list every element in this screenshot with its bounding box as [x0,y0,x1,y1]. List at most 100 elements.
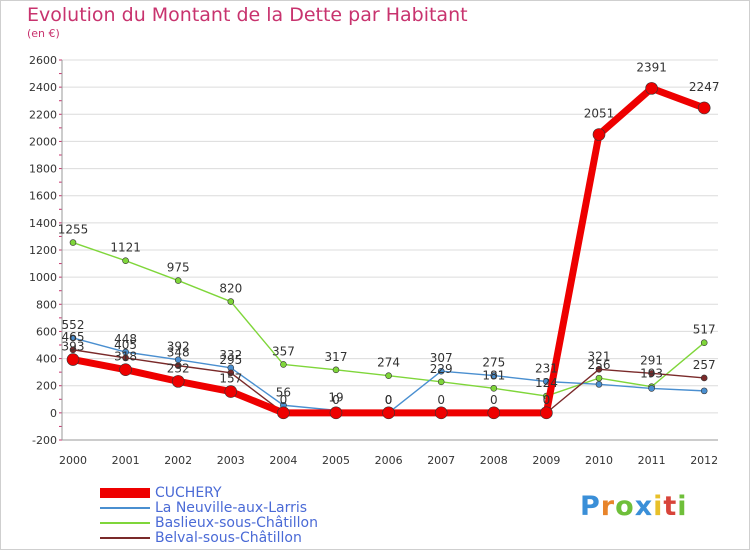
data-label: 231 [535,362,558,376]
x-tick-label: 2002 [164,454,192,467]
data-point [69,346,77,354]
y-tick-label: 2400 [29,81,57,94]
chart-subtitle: (en €) [27,27,60,40]
data-label: 229 [430,362,453,376]
legend-swatch [100,506,150,509]
data-label: 0 [490,393,498,407]
data-label: 0 [385,393,393,407]
chart-legend: CUCHERY La Neuville-aux-Larris Baslieux-so… [100,484,318,546]
data-point [66,353,80,366]
data-label: 1255 [58,223,89,237]
data-label: 318 [114,350,137,364]
legend-item: Baslieux-sous-Châtillon [100,515,318,531]
data-label: 307 [430,351,453,365]
data-label: 321 [588,349,611,363]
y-tick-label: 2000 [29,135,57,148]
data-label: 0 [543,393,551,407]
y-tick-label: 1200 [29,244,57,257]
x-tick-label: 2009 [532,454,560,467]
data-point [329,406,343,420]
y-tick-label: 1800 [29,163,57,176]
data-point [122,257,129,265]
logo-letter: i [653,491,664,522]
data-point [382,406,395,420]
data-point [487,406,501,420]
data-label: 517 [693,323,716,337]
data-point [385,372,392,379]
data-point [437,367,445,375]
y-tick-label: 2200 [29,108,57,121]
x-tick-label: 2011 [638,454,666,467]
legend-label: CUCHERY [155,484,222,501]
data-label: 393 [62,340,85,354]
data-label: 0 [385,393,393,407]
data-label: 256 [588,358,611,372]
x-tick-label: 2007 [427,454,455,467]
data-label: 291 [640,353,663,367]
legend-item: La Neuville-aux-Larris [100,499,318,516]
data-label: 348 [167,346,190,360]
data-label: 0 [437,393,445,407]
data-label: 820 [219,282,242,296]
data-point [592,128,606,141]
legend-swatch [100,536,150,539]
data-point [490,384,498,392]
data-label: 392 [167,340,190,354]
logo-letter: i [677,491,688,522]
data-label: 257 [693,358,716,372]
data-point [280,361,287,368]
data-point [119,363,132,377]
logo-letter: t [663,491,678,522]
data-label: 1121 [110,241,141,255]
proxiti-logo: Proxiti [580,491,688,522]
y-tick-label: 200 [36,380,57,393]
data-label: 0 [332,393,340,407]
legend-swatch [100,487,150,498]
data-point [697,101,711,115]
data-label: 465 [62,330,85,344]
data-point [227,298,235,305]
data-point [171,375,185,388]
legend-label: La Neuville-aux-Larris [155,499,308,516]
logo-letter: P [580,491,601,522]
data-label: 357 [272,344,295,358]
data-label: 552 [62,318,85,332]
data-point [224,385,238,398]
data-point [595,365,603,373]
data-label: 157 [219,372,242,386]
legend-item: Belval-sous-Châtillon [100,530,318,546]
data-point [174,362,182,369]
x-tick-label: 2006 [375,454,403,467]
x-tick-label: 2004 [269,454,297,467]
legend-item: CUCHERY [100,484,318,501]
legend-swatch [100,521,150,524]
data-label: 275 [482,356,505,370]
y-tick-label: 1600 [29,190,57,203]
data-label: 19 [328,390,343,404]
x-tick-label: 2010 [585,454,613,467]
data-point [332,366,340,374]
data-label: 56 [276,385,291,399]
data-point [437,378,445,386]
data-point [490,372,498,379]
y-tick-label: 400 [36,353,57,366]
data-label: 124 [535,376,558,390]
data-label: 2051 [584,107,615,121]
data-label: 975 [167,261,190,275]
data-label: 0 [280,393,288,407]
data-label: 193 [640,367,663,381]
y-tick-label: 1400 [29,217,57,230]
x-tick-label: 2008 [480,454,508,467]
data-label: 448 [114,332,137,346]
y-tick-label: -200 [32,434,57,447]
data-point [648,385,655,392]
data-label: 2391 [636,60,667,74]
data-point [174,277,182,284]
data-point [645,82,658,95]
x-tick-label: 2003 [217,454,245,467]
x-tick-label: 2000 [59,454,87,467]
data-point [540,406,553,420]
logo-letter: o [615,491,635,522]
data-point [648,370,655,377]
data-point [69,239,77,246]
